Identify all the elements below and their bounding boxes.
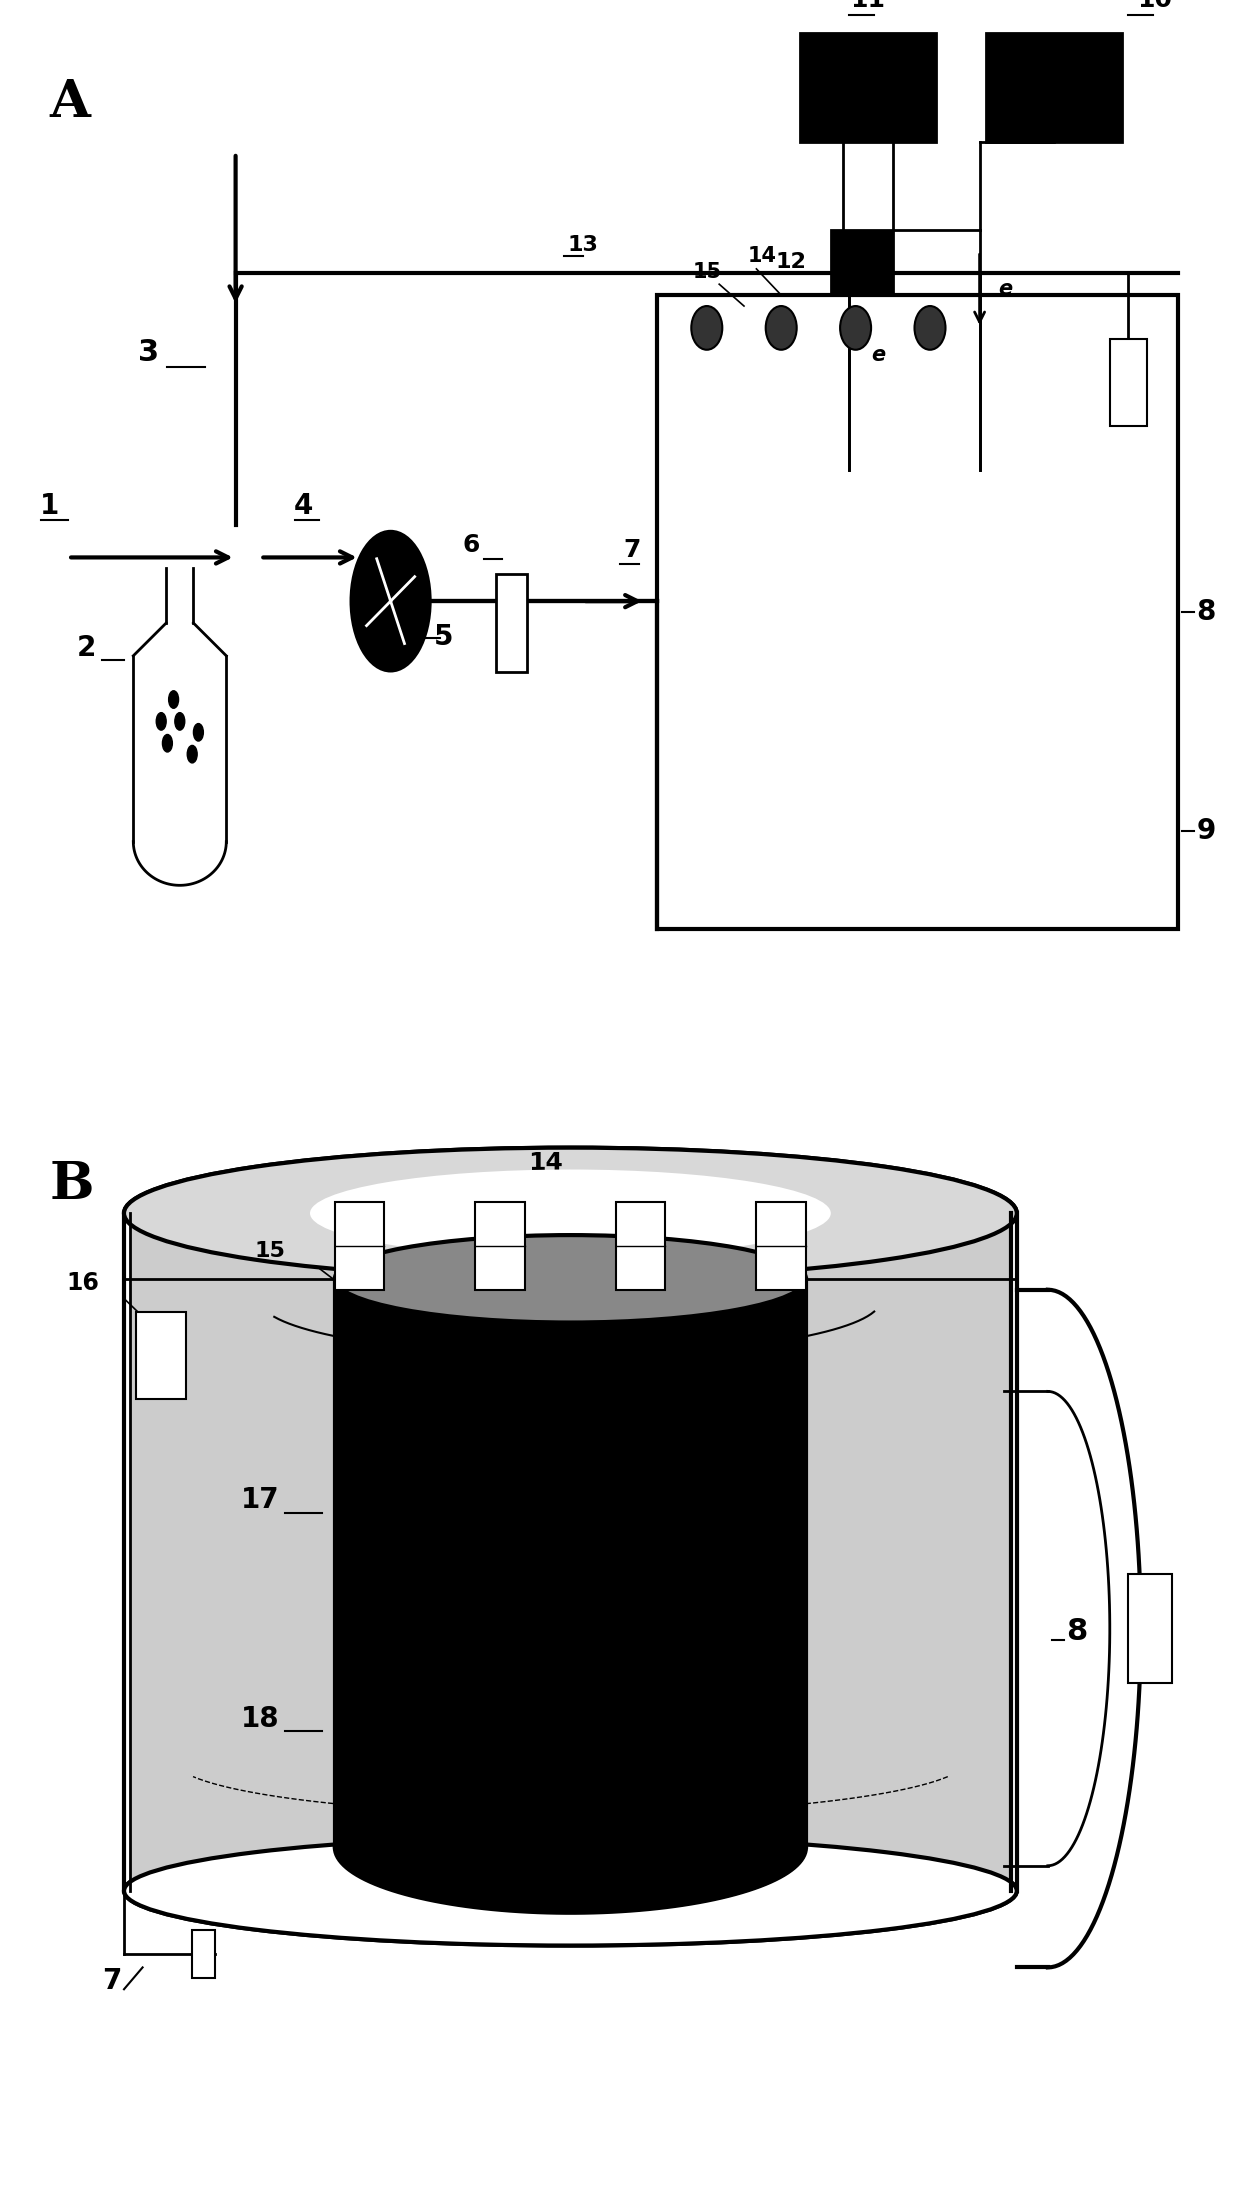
Bar [657,295,1178,929]
Bar [335,1202,384,1290]
Bar [136,1312,186,1399]
Bar [986,33,1122,142]
Text: 15: 15 [692,262,722,282]
Text: 5: 5 [434,623,454,651]
Text: 2: 2 [77,634,97,662]
Circle shape [169,691,179,708]
Ellipse shape [124,1148,1017,1279]
Circle shape [351,531,430,671]
Text: 13: 13 [568,236,598,256]
Bar [1110,339,1147,426]
Text: B: B [50,1159,94,1209]
Ellipse shape [915,306,945,350]
Circle shape [187,745,197,763]
Ellipse shape [310,1170,831,1257]
Text: 7: 7 [624,538,641,562]
Text: 8: 8 [1197,599,1216,625]
Text: 8: 8 [1066,1615,1087,1646]
Ellipse shape [335,1235,806,1323]
Circle shape [162,734,172,752]
Text: A: A [50,77,91,127]
Text: 9: 9 [1197,818,1216,844]
Circle shape [175,713,185,730]
Text: e: e [998,280,1012,299]
Bar [806,1213,1011,1891]
Text: 6: 6 [463,533,480,557]
Text: 11: 11 [851,0,885,11]
Ellipse shape [841,306,870,350]
Ellipse shape [124,1836,1017,1946]
Circle shape [193,724,203,741]
Bar [756,1202,806,1290]
Ellipse shape [124,1836,1017,1946]
Text: 4: 4 [294,492,314,520]
Text: 15: 15 [254,1242,285,1261]
Text: 17: 17 [241,1486,280,1515]
Bar [496,573,527,671]
Text: 10: 10 [1137,0,1172,11]
Ellipse shape [766,306,797,350]
Text: 14: 14 [748,247,777,267]
Text: 14: 14 [528,1150,563,1174]
Bar [800,33,936,142]
Bar [192,1930,215,1978]
Text: 7: 7 [102,1967,122,1996]
Ellipse shape [124,1148,1017,1279]
Bar [616,1202,666,1290]
Bar [124,1213,1017,1891]
Text: 12: 12 [775,251,806,273]
Text: 3: 3 [138,337,160,367]
Ellipse shape [692,306,723,350]
Bar [1128,1574,1172,1683]
Circle shape [156,713,166,730]
Text: e: e [872,345,885,365]
Text: 1: 1 [40,492,60,520]
Bar [831,230,893,295]
Text: 18: 18 [241,1705,280,1733]
Bar [475,1202,525,1290]
Bar [130,1213,335,1891]
Text: 16: 16 [66,1270,99,1294]
